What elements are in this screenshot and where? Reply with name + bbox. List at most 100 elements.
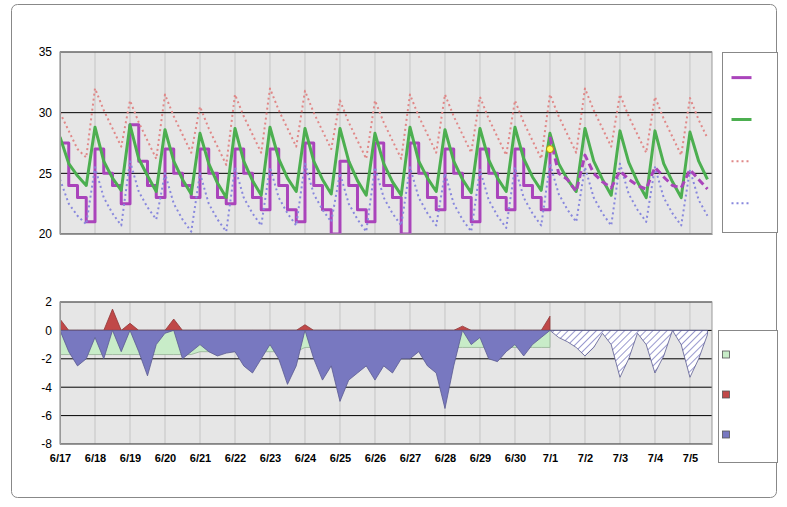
grid-line-y [60, 415, 712, 416]
x-axis: 6/17 6/18 6/19 6/20 6/21 6/22 6/23 6/24 6/25 6/26… [50, 444, 713, 464]
panel: 20 25 30 35 [39, 45, 778, 241]
tick-label: 6/27 [400, 452, 421, 464]
tick: 7/2 [578, 444, 593, 464]
legend-swatch [723, 351, 730, 358]
tick: 6/27 [400, 444, 421, 464]
legend-swatch [732, 202, 752, 204]
legend-swatch [732, 160, 752, 162]
line [60, 161, 707, 231]
grid-line-x [479, 302, 480, 444]
tick-label: 7/2 [578, 452, 593, 464]
tick-label: -4 [41, 381, 52, 395]
chart-svg: 20253035-8-6-4-2026/176/186/196/206/216/… [0, 0, 787, 507]
area [550, 330, 707, 377]
grid-line-y [60, 112, 712, 113]
tick: 7/4 [648, 444, 664, 464]
tick-label: -2 [41, 352, 52, 366]
tick: 30 [39, 106, 60, 120]
tick: 6/20 [155, 444, 176, 464]
tick-label: 7/5 [683, 452, 698, 464]
point [546, 146, 553, 153]
tick: 0 [45, 324, 60, 338]
legend-box [719, 331, 778, 463]
tick: -2 [41, 352, 60, 366]
tick-label: 6/24 [295, 452, 317, 464]
tick-label: 20 [39, 227, 53, 241]
tick-label: 35 [39, 45, 53, 59]
tick: -6 [41, 409, 60, 423]
tick-label: 25 [39, 167, 53, 181]
tick-label: 6/20 [155, 452, 176, 464]
grid [60, 52, 712, 234]
tick-label: 7/1 [543, 452, 558, 464]
line [60, 125, 707, 198]
axis-line [61, 444, 713, 445]
x-axis [61, 234, 713, 236]
axis-line [60, 53, 61, 235]
axis-line [60, 303, 61, 445]
tick: 6/23 [260, 444, 281, 464]
tick-label: 2 [45, 295, 52, 309]
plot-background [60, 302, 712, 444]
legend-swatch [732, 76, 752, 79]
line [60, 88, 707, 164]
tick-label: 6/18 [85, 452, 106, 464]
tick-label: -8 [41, 437, 52, 451]
tick-label: 7/4 [648, 452, 664, 464]
legend [723, 53, 778, 233]
tick-label: 6/22 [225, 452, 246, 464]
tick: 6/30 [505, 444, 526, 464]
tick: 2 [45, 295, 60, 309]
grid-line-x [94, 302, 95, 444]
grid-line-x [409, 302, 410, 444]
grid-line-x [584, 302, 585, 444]
line [550, 137, 707, 192]
tick-label: 6/25 [330, 452, 351, 464]
legend-swatch [723, 391, 730, 398]
tick: 6/24 [295, 444, 317, 464]
tick: 6/21 [190, 444, 211, 464]
tick: 6/17 [50, 444, 71, 464]
area [60, 309, 550, 330]
data-layer [60, 88, 707, 234]
axis-line [61, 234, 713, 235]
tick: 6/28 [435, 444, 456, 464]
legend-box [723, 53, 778, 233]
y-axis: -8 -6 -4 -2 0 2 [41, 295, 60, 451]
area [60, 330, 550, 408]
tick: 7/3 [613, 444, 628, 464]
tick: 7/5 [683, 444, 698, 464]
tick-label: 6/17 [50, 452, 71, 464]
tick-label: 6/28 [435, 452, 456, 464]
tick: 6/29 [470, 444, 491, 464]
legend [719, 331, 778, 463]
tick-label: 6/26 [365, 452, 386, 464]
legend-swatch [732, 118, 752, 121]
outer-frame [12, 5, 777, 498]
y-axis: 20 25 30 35 [39, 45, 61, 241]
tick-label: 6/21 [190, 452, 211, 464]
tick: 25 [39, 167, 60, 181]
tick-label: -6 [41, 409, 52, 423]
grid-line-x [514, 302, 515, 444]
tick: 7/1 [543, 444, 558, 464]
tick: 35 [39, 45, 60, 59]
tick-label: 6/29 [470, 452, 491, 464]
tick-label: 6/19 [120, 452, 141, 464]
tick: -4 [41, 381, 60, 395]
tick: 6/26 [365, 444, 386, 464]
grid-line-x [199, 302, 200, 444]
tick: -8 [41, 437, 60, 451]
data-layer [60, 309, 707, 408]
tick: 6/19 [120, 444, 141, 464]
grid-line-x [234, 302, 235, 444]
plot-frame [60, 52, 712, 234]
tick: 20 [39, 227, 60, 241]
tick-label: 7/3 [613, 452, 628, 464]
chart-root: 20253035-8-6-4-2026/176/186/196/206/216/… [0, 0, 787, 507]
tick-label: 30 [39, 106, 53, 120]
tick: 6/18 [85, 444, 106, 464]
tick-label: 6/30 [505, 452, 526, 464]
tick: 6/22 [225, 444, 246, 464]
grid-line-x [269, 302, 270, 444]
